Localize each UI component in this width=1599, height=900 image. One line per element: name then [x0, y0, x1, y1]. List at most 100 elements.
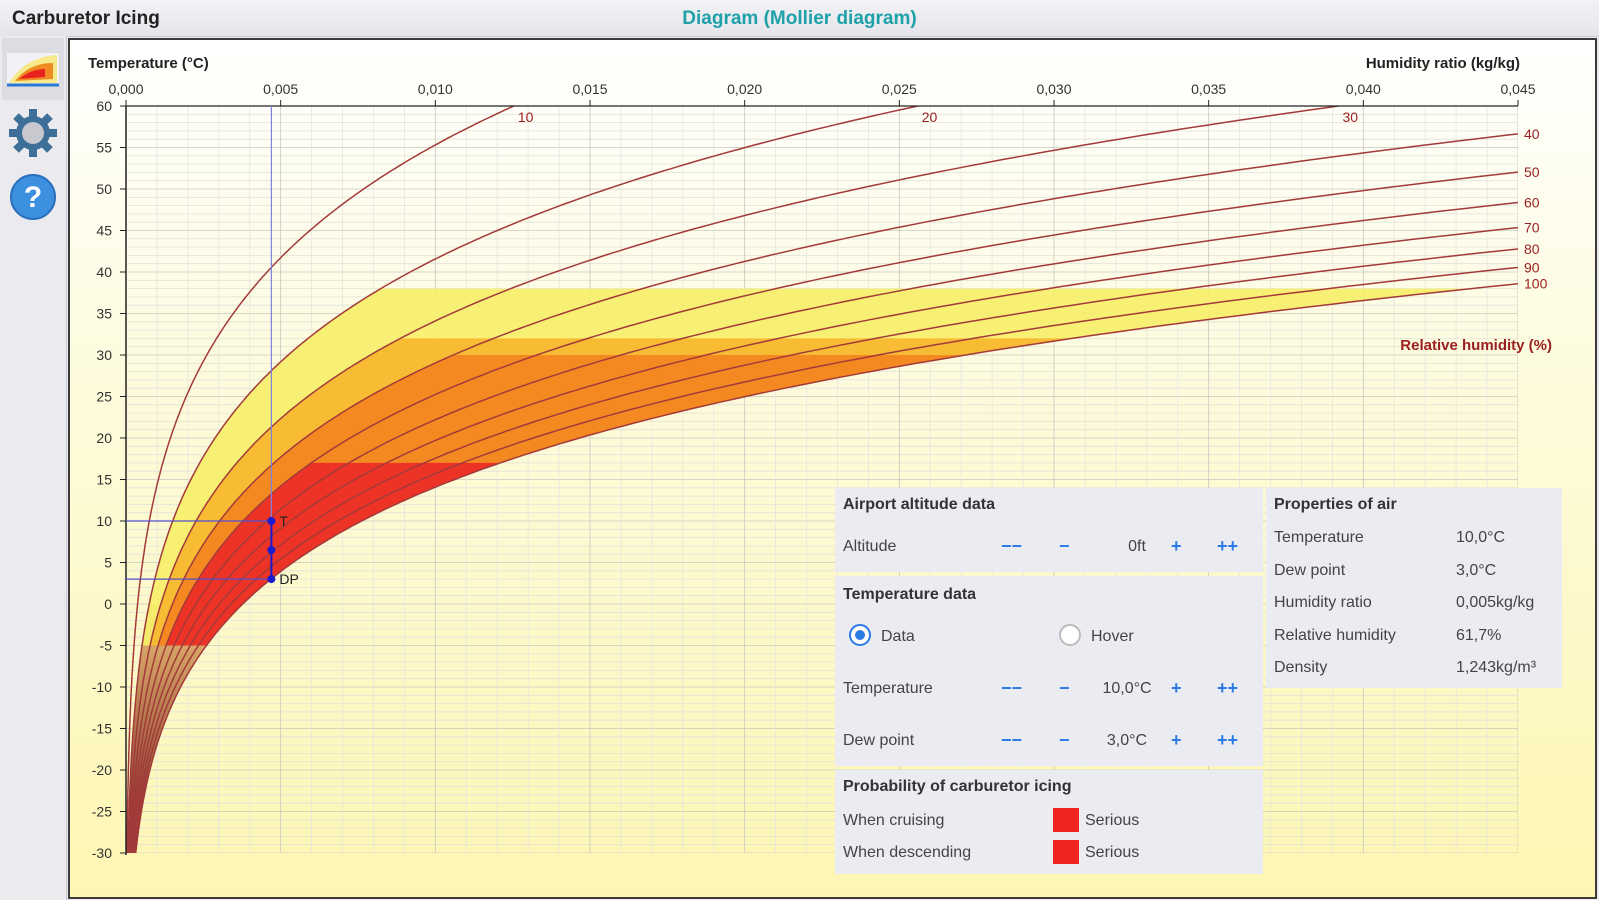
y-tick-label: -5	[100, 638, 113, 654]
airport-header: Airport altitude data	[843, 496, 996, 513]
dewpoint-point	[267, 575, 276, 584]
y-tick-label: -15	[92, 721, 112, 737]
x-tick-label: 0,045	[1500, 81, 1535, 97]
rh-label-40: 40	[1524, 126, 1540, 142]
x-tick-label: 0,005	[263, 81, 298, 97]
state-point: T DP	[126, 106, 299, 587]
rh-label-50: 50	[1524, 164, 1540, 180]
rh-label-60: 60	[1524, 194, 1540, 210]
airport-panel: Airport altitude data Altitude −− − 0ft …	[835, 488, 1263, 572]
radio-data-label: Data	[881, 628, 915, 645]
y-tick-label: 40	[96, 264, 112, 280]
rh-curve-30	[128, 106, 1339, 853]
rh-label-30: 30	[1343, 109, 1359, 125]
probability-header: Probability of carburetor icing	[843, 778, 1072, 795]
rh-label-80: 80	[1524, 241, 1540, 257]
x-axis-label: Humidity ratio (kg/kg)	[1366, 55, 1520, 72]
sidebar-item-help[interactable]: ?	[2, 166, 64, 228]
rh-curve-70	[132, 226, 1518, 853]
radio-data[interactable]	[849, 624, 871, 646]
property-label-dewpoint: Dew point	[1274, 562, 1346, 579]
rh-axis-label: Relative humidity (%)	[1400, 337, 1552, 354]
gear-icon	[9, 109, 57, 157]
cruising-risk-swatch	[1053, 808, 1079, 832]
y-tick-label: 50	[96, 181, 112, 197]
y-tick-label: -20	[92, 762, 112, 778]
altitude-decrease-large-button[interactable]: −−	[1001, 536, 1023, 556]
x-tick-label: 0,020	[727, 81, 762, 97]
rh-curve-100	[134, 283, 1518, 853]
y-tick-label: -10	[92, 679, 112, 695]
temperature-value: 10,0°C	[1102, 680, 1152, 697]
help-icon: ?	[10, 174, 56, 220]
x-tick-label: 0,010	[418, 81, 453, 97]
altitude-decrease-button[interactable]: −	[1059, 536, 1070, 556]
property-label-temperature: Temperature	[1274, 529, 1364, 546]
property-label-relative-humidity: Relative humidity	[1274, 627, 1396, 644]
properties-panel: Properties of air Temperature 10,0°C Dew…	[1266, 488, 1562, 688]
rh-curve-60	[131, 201, 1518, 853]
radio-hover[interactable]	[1059, 624, 1081, 646]
temperature-decrease-large-button[interactable]: −−	[1001, 678, 1023, 698]
altitude-increase-large-button[interactable]: ++	[1217, 536, 1239, 556]
sidebar-item-diagram[interactable]	[2, 38, 64, 100]
y-tick-label: 30	[96, 347, 112, 363]
temperature-increase-button[interactable]: +	[1171, 678, 1182, 698]
temperature-point-label: T	[279, 513, 288, 529]
sidebar-item-settings[interactable]	[2, 102, 64, 164]
y-tick-label: 15	[96, 472, 112, 488]
altitude-label: Altitude	[843, 538, 897, 555]
x-tick-label: 0,000	[108, 81, 143, 97]
y-tick-label: 35	[96, 306, 112, 322]
rh-curve-20	[127, 106, 918, 853]
descending-label: When descending	[843, 844, 972, 861]
property-value-density: 1,243kg/m³	[1456, 659, 1537, 676]
y-tick-label: 45	[96, 223, 112, 239]
altitude-increase-button[interactable]: +	[1171, 536, 1182, 556]
y-tick-label: -25	[92, 804, 112, 820]
y-tick-label: 55	[96, 140, 112, 156]
x-tick-label: 0,040	[1346, 81, 1381, 97]
sidebar: ?	[0, 36, 67, 900]
title-bar: Carburetor Icing Diagram (Mollier diagra…	[0, 0, 1599, 37]
probability-panel: Probability of carburetor icing When cru…	[835, 770, 1263, 874]
y-tick-label: 5	[104, 555, 112, 571]
x-tick-label: 0,030	[1036, 81, 1071, 97]
x-tick-label: 0,025	[882, 81, 917, 97]
dewpoint-decrease-button[interactable]: −	[1059, 730, 1070, 750]
descending-value: Serious	[1085, 844, 1140, 861]
rh-curve-90	[133, 266, 1518, 853]
descending-risk-swatch	[1053, 840, 1079, 864]
property-value-relative-humidity: 61,7%	[1456, 627, 1502, 644]
temperature-increase-large-button[interactable]: ++	[1217, 678, 1239, 698]
altitude-value: 0ft	[1128, 538, 1146, 555]
dewpoint-value: 3,0°C	[1106, 732, 1148, 749]
dewpoint-increase-button[interactable]: +	[1171, 730, 1182, 750]
y-tick-label: 0	[104, 596, 112, 612]
rh-label-100: 100	[1524, 276, 1548, 292]
dewpoint-point-label: DP	[279, 571, 298, 587]
cruising-value: Serious	[1085, 812, 1140, 829]
y-tick-label: 25	[96, 389, 112, 405]
temperature-panel: Temperature data Data Hover Temperature …	[835, 576, 1263, 766]
rh-curve-10	[126, 106, 515, 853]
property-label-humidity-ratio: Humidity ratio	[1274, 594, 1372, 611]
temperature-decrease-button[interactable]: −	[1059, 678, 1070, 698]
dewpoint-decrease-large-button[interactable]: −−	[1001, 730, 1023, 750]
chart-axes: 605550454035302520151050-5-10-15-20-25-3…	[92, 81, 1536, 861]
rh-label-70: 70	[1524, 220, 1540, 236]
dewpoint-increase-large-button[interactable]: ++	[1217, 730, 1239, 750]
x-tick-label: 0,015	[572, 81, 607, 97]
y-tick-label: 20	[96, 430, 112, 446]
svg-text:?: ?	[24, 181, 42, 214]
y-tick-label: -30	[92, 845, 112, 861]
risk-zone-serious_cruise	[158, 355, 966, 646]
rh-curve-50	[130, 171, 1518, 853]
temperature-label: Temperature	[843, 680, 933, 697]
y-axis-label: Temperature (°C)	[88, 55, 209, 72]
dewpoint-label: Dew point	[843, 732, 915, 749]
property-value-humidity-ratio: 0,005kg/kg	[1456, 594, 1535, 611]
cruising-label: When cruising	[843, 812, 945, 829]
rh-curve-40	[129, 133, 1518, 853]
